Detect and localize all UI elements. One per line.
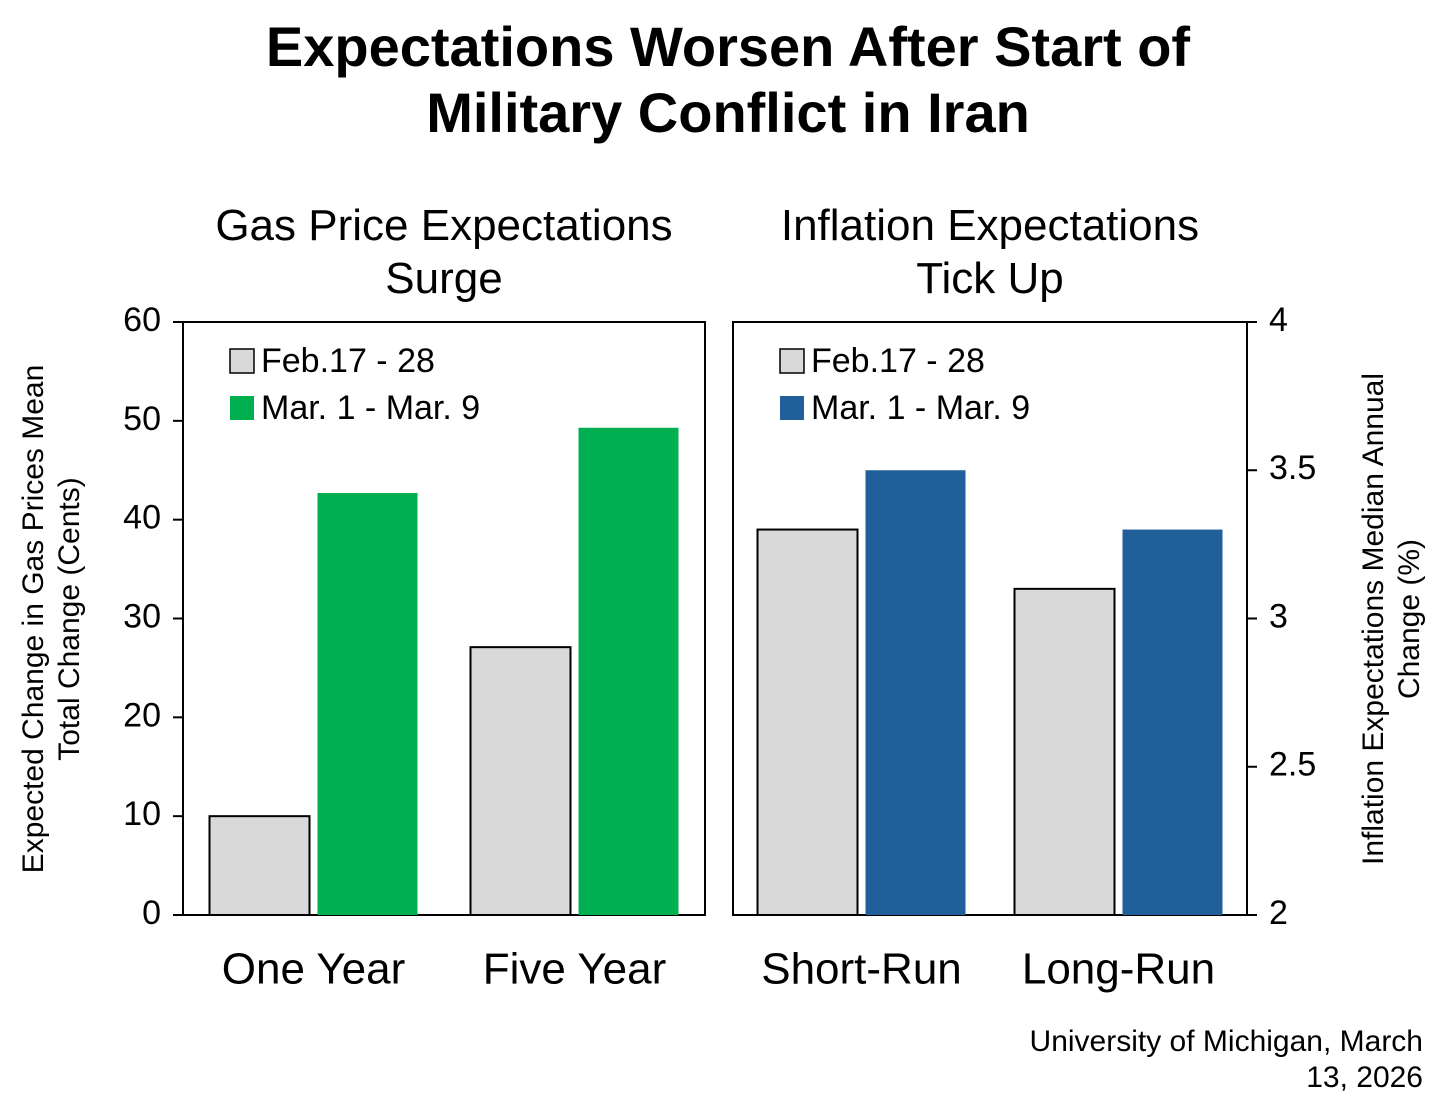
legend-swatch xyxy=(230,396,254,420)
legend-swatch xyxy=(780,396,804,420)
x-tick-label: Long-Run xyxy=(1022,945,1215,994)
y-tick-label: 0 xyxy=(142,894,161,932)
y-tick-label: 50 xyxy=(123,400,161,438)
legend-label: Mar. 1 - Mar. 9 xyxy=(261,389,480,427)
y-tick-label: 20 xyxy=(123,696,161,734)
y-tick-label: 4 xyxy=(1269,301,1288,339)
y-tick-label: 2 xyxy=(1269,894,1288,932)
legend-swatch xyxy=(779,348,805,374)
y-tick-label: 30 xyxy=(123,597,161,635)
legend-label: Mar. 1 - Mar. 9 xyxy=(811,389,1030,427)
y-tick-label: 3.5 xyxy=(1269,449,1316,487)
y-tick-label: 10 xyxy=(123,795,161,833)
y-tick-label: 3 xyxy=(1269,597,1288,635)
x-tick-label: Short-Run xyxy=(761,945,962,994)
y-tick-label: 60 xyxy=(123,301,161,339)
legend-swatch xyxy=(229,348,255,374)
bar xyxy=(865,470,966,915)
bar xyxy=(1122,529,1223,915)
panel-title: Inflation Expectations Tick Up xyxy=(780,201,1200,303)
plot-frame xyxy=(182,321,706,916)
main-title: Expectations Worsen After Start of Milit… xyxy=(265,15,1191,144)
source: University of Michigan, March 13, 2026 xyxy=(1029,1025,1423,1094)
bar xyxy=(1013,587,1116,916)
bar xyxy=(317,492,418,915)
legend-label: Feb.17 - 28 xyxy=(811,342,985,380)
y-axis-label: Inflation Expectations Median Annual Cha… xyxy=(1357,372,1426,865)
x-tick-label: Five Year xyxy=(483,945,666,994)
bar xyxy=(578,427,679,915)
legend-label: Feb.17 - 28 xyxy=(261,342,435,380)
bar xyxy=(756,528,859,916)
y-tick-label: 2.5 xyxy=(1269,746,1316,784)
plot-frame xyxy=(732,321,1248,916)
y-tick-label: 40 xyxy=(123,499,161,537)
x-tick-label: One Year xyxy=(222,945,406,994)
bar xyxy=(208,815,311,917)
bar xyxy=(469,646,572,917)
panel-title: Gas Price Expectations Surge xyxy=(215,201,673,303)
y-axis-label: Expected Change in Gas Prices Mean Total… xyxy=(17,364,86,873)
